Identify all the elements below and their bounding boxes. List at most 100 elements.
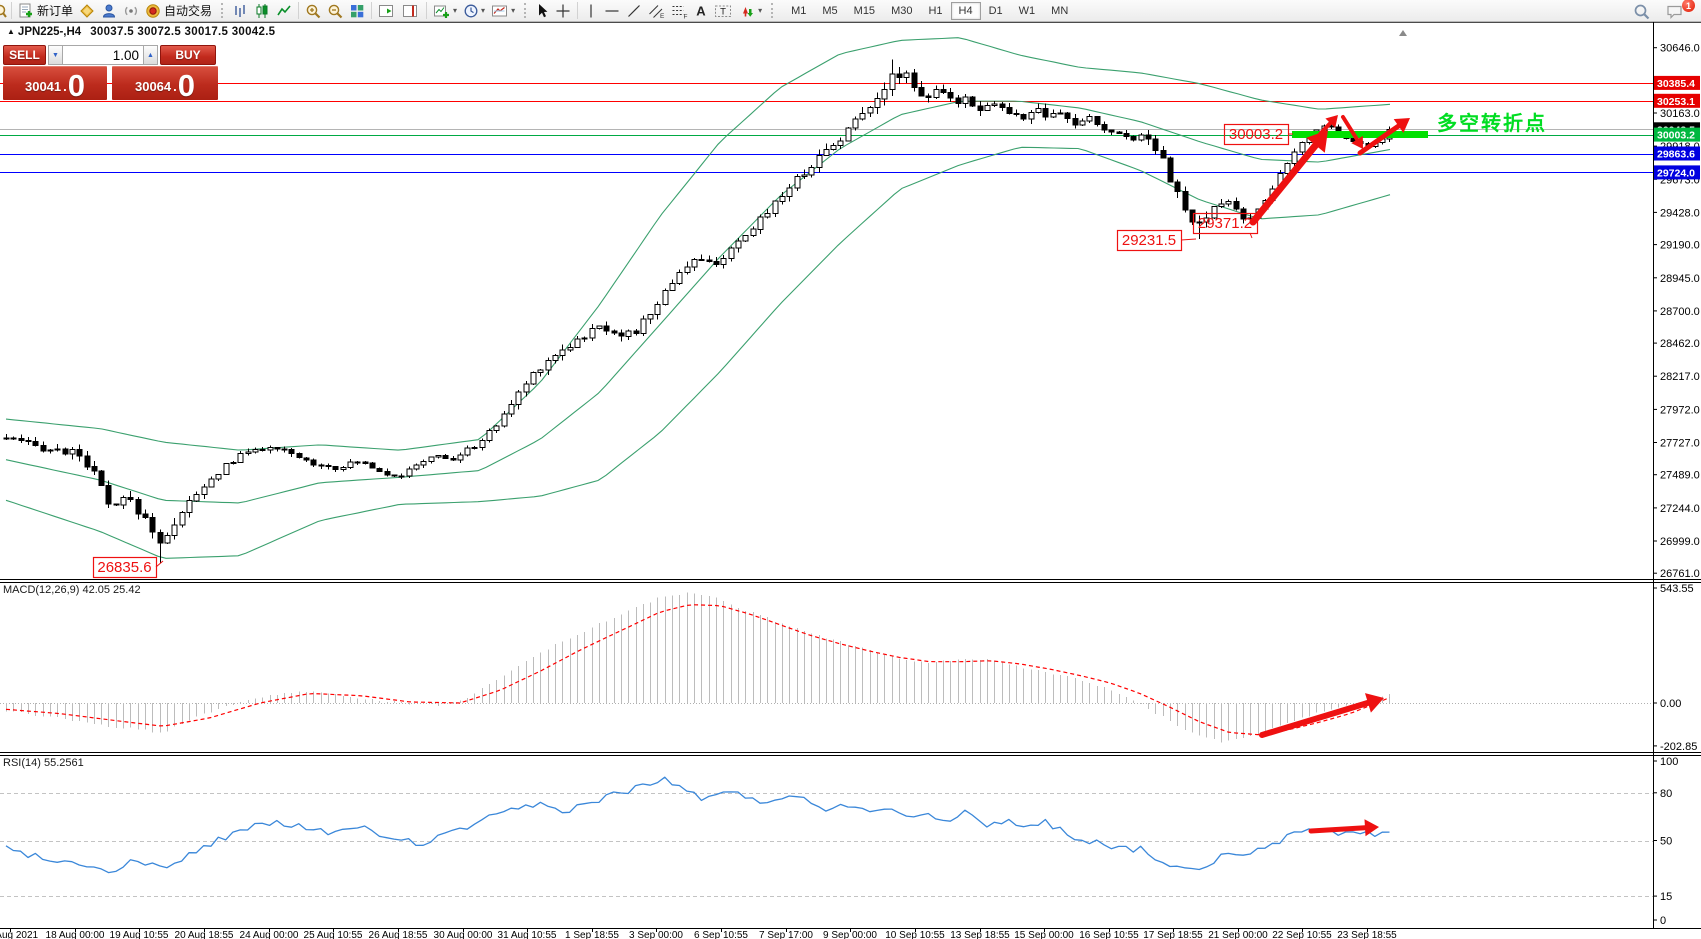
broadcast-button[interactable] <box>120 1 142 21</box>
text-tool[interactable]: A <box>691 1 711 21</box>
text-label-icon: T <box>715 5 732 17</box>
line-chart-button[interactable] <box>273 1 295 21</box>
timeframe-button-MN[interactable]: MN <box>1051 4 1069 17</box>
tile-windows-button[interactable] <box>346 1 368 21</box>
tile-windows-icon <box>351 4 364 17</box>
new-order-button[interactable]: 新订单 <box>15 1 76 21</box>
sell-button[interactable]: SELL <box>3 45 46 65</box>
svg-text:543.55: 543.55 <box>1660 583 1694 595</box>
candlestick-chart-button[interactable] <box>251 1 273 21</box>
svg-text:E: E <box>660 13 665 19</box>
red-arrow <box>1249 141 1320 226</box>
zoom-in-button[interactable] <box>302 1 324 21</box>
annotations: 26835.6 29231.5 29371.2 30003.2 多空转折点 <box>92 111 1547 837</box>
svg-text:29724.0: 29724.0 <box>1657 167 1695 179</box>
chart-shift-icon <box>403 4 418 17</box>
red-arrow <box>1318 121 1333 136</box>
text-label-tool[interactable]: T <box>711 1 735 21</box>
volume-decrease-button[interactable]: ▼ <box>48 45 63 65</box>
sell-price[interactable]: 30041. 0 <box>3 66 107 103</box>
profiles-dropdown[interactable]: ▾ <box>460 1 488 21</box>
toolbar-grip[interactable] <box>524 3 528 18</box>
svg-text:15: 15 <box>1660 891 1672 903</box>
one-click-trading-panel: SELL ▼ ▲ BUY 30041.0 30064.0 <box>3 45 218 103</box>
svg-text:20 Aug 18:55: 20 Aug 18:55 <box>175 930 234 939</box>
clipped-icon[interactable] <box>0 1 8 21</box>
price-note-box-26835.6 <box>92 556 158 579</box>
crosshair-icon <box>556 4 570 17</box>
red-arrowhead <box>1365 693 1384 713</box>
chart-shift-button[interactable] <box>399 1 423 21</box>
volume-input[interactable] <box>63 45 143 65</box>
new-chart-icon <box>434 5 450 18</box>
timeframe-button-W1[interactable]: W1 <box>1018 4 1036 17</box>
timeframe-button-D1[interactable]: D1 <box>988 4 1003 17</box>
crosshair-tool[interactable] <box>552 1 574 21</box>
timeframe-group: M1 M5 M15 M30 H1 H4 D1 W1 MN <box>783 1 1076 20</box>
search-button[interactable] <box>1630 1 1653 21</box>
sell-price-pips: 0 <box>67 68 86 103</box>
contacts-button[interactable] <box>98 1 120 21</box>
cursor-tool[interactable] <box>532 1 552 21</box>
timeframe-button-M15[interactable]: M15 <box>853 4 876 17</box>
band-mid <box>5 100 1391 504</box>
turning-point-label: 多空转折点 <box>1437 111 1547 135</box>
notifications-button[interactable]: 1 <box>1663 0 1695 21</box>
search-icon <box>1634 4 1650 19</box>
rsi-line <box>5 776 1390 874</box>
svg-text:80: 80 <box>1660 788 1672 800</box>
timeframe-button-H1[interactable]: H1 <box>928 4 943 17</box>
arrows-dropdown[interactable]: ▾ <box>735 1 765 21</box>
price-axis[interactable]: 30646.030163.029918.029673.029428.029190… <box>1653 43 1700 927</box>
timeframe-button-M30[interactable]: M30 <box>891 4 913 17</box>
buy-price-main: 30064 <box>134 79 172 94</box>
toolbar: 新订单 自动交易 <box>0 0 1701 22</box>
new-order-label: 新订单 <box>37 4 74 18</box>
svg-text:30003.2: 30003.2 <box>1229 126 1283 143</box>
svg-text:26835.6: 26835.6 <box>97 559 151 576</box>
template-dropdown[interactable]: ▾ <box>488 1 518 21</box>
toolbar-grip[interactable] <box>771 3 775 18</box>
new-chart-dropdown[interactable]: ▾ <box>430 1 460 21</box>
svg-text:26999.0: 26999.0 <box>1660 536 1700 548</box>
time-axis[interactable]: 16 Aug 2021 18 Aug 00:00 19 Aug 10:55 20 Au… <box>0 928 1397 939</box>
notification-badge: 1 <box>1682 0 1695 12</box>
svg-text:24 Aug 00:00: 24 Aug 00:00 <box>240 930 299 939</box>
bar-chart-button[interactable] <box>229 1 251 21</box>
trendline-tool[interactable] <box>623 1 645 21</box>
svg-text:F: F <box>684 13 688 19</box>
svg-text:100: 100 <box>1660 756 1678 768</box>
price-badge-29863.6 <box>1654 146 1700 161</box>
buy-price[interactable]: 30064. 0 <box>112 66 218 101</box>
price-badge-30385.4 <box>1654 75 1700 90</box>
volume-increase-button[interactable]: ▲ <box>143 45 158 65</box>
volume-control: ▼ ▲ <box>48 45 158 65</box>
history-center-button[interactable] <box>76 1 98 21</box>
svg-text:27244.0: 27244.0 <box>1660 503 1700 515</box>
autotrading-button[interactable]: 自动交易 <box>142 1 215 21</box>
band-upper <box>5 37 1391 451</box>
auto-scroll-button[interactable] <box>375 1 399 21</box>
svg-text:29231.5: 29231.5 <box>1122 232 1176 249</box>
fibonacci-tool[interactable]: F <box>668 1 691 21</box>
svg-text:31 Aug 10:55: 31 Aug 10:55 <box>498 930 557 939</box>
timeframe-button-M1[interactable]: M1 <box>791 4 807 17</box>
horizontal-line-tool[interactable] <box>601 1 623 21</box>
toolbar-grip[interactable] <box>221 3 225 18</box>
timeframe-button-M5[interactable]: M5 <box>822 4 838 17</box>
scrollbar-marker <box>1399 30 1407 36</box>
svg-text:-202.85: -202.85 <box>1660 741 1697 753</box>
band-lower <box>5 146 1391 559</box>
buy-button[interactable]: BUY <box>160 45 216 65</box>
zoom-out-button[interactable] <box>324 1 346 21</box>
svg-text:16 Sep 10:55: 16 Sep 10:55 <box>1079 930 1139 939</box>
symbol-title-marker: ▲ <box>7 27 15 36</box>
svg-text:18 Aug 00:00: 18 Aug 00:00 <box>46 930 105 939</box>
channel-tool[interactable]: E <box>645 1 668 21</box>
svg-text:27972.0: 27972.0 <box>1660 404 1700 416</box>
symbol-title[interactable]: ▲ JPN225-,H4 30037.5 30072.5 30017.5 30042… <box>7 26 275 38</box>
vertical-line-tool[interactable] <box>581 1 601 21</box>
timeframe-button-H4[interactable]: H4 <box>950 1 981 20</box>
sell-price-dot: . <box>63 79 67 94</box>
